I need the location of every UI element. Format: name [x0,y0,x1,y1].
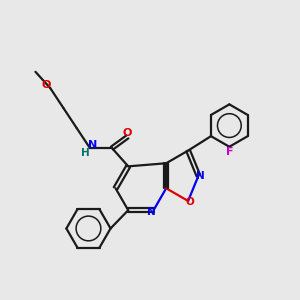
Text: O: O [123,128,132,138]
Text: N: N [88,140,97,150]
Text: N: N [147,207,156,217]
Text: H: H [81,148,89,158]
Text: O: O [41,80,50,90]
Text: N: N [196,171,204,181]
Text: O: O [185,197,194,207]
Text: F: F [226,147,234,157]
